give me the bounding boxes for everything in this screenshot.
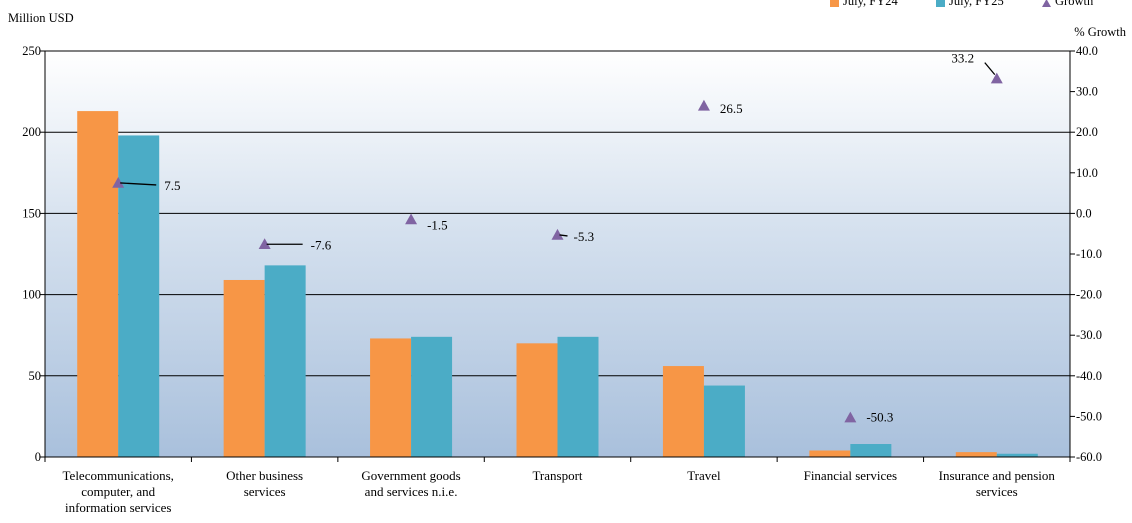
category-label: Financial services [804,468,898,483]
bar-fy25 [703,385,745,457]
axes [40,50,1075,462]
category-label: Insurance and pension services [939,468,1056,499]
bar-fy24 [370,338,412,457]
y-axis-title: Million USD [8,11,74,25]
growth-marker [990,72,1003,84]
bar-fy25 [996,453,1038,457]
y2-axis-title: % Growth [1074,25,1126,39]
category-label: Government goods and services n.i.e. [361,468,460,499]
growth-marker [258,238,271,250]
bar-fy24 [77,111,119,457]
legend-label: Growth [1055,0,1094,8]
legend-label: July, FY25 [949,0,1004,8]
bar-fy25 [264,265,306,457]
y-tick-label: 250 [22,44,41,58]
legend: July, FY24 July, FY25 Growth [830,0,1094,8]
legend-swatch [1042,0,1051,7]
category-label: Travel [687,468,721,483]
y-tick-label: 100 [22,288,41,302]
bar-fy24 [223,279,265,457]
growth-label: 7.5 [164,178,180,193]
y2-tick-label: 40.0 [1076,44,1098,58]
bar-fy24 [516,343,558,457]
label-leader [120,182,157,186]
growth-label: 33.2 [951,51,974,66]
y-tick-labels: 0 50 100 150 200 250 [22,44,41,464]
bar-fy25 [557,336,599,457]
growth-label: -7.6 [311,237,332,252]
category-label: Telecommunications, computer, and informat… [63,468,174,515]
growth-label: -50.3 [866,410,893,425]
growth-markers: 7.5 -7.6 -1.5 -5.3 26.5 -50.3 33.2 [112,51,1003,425]
bar-fy25 [850,444,892,457]
category-label: Other business services [226,468,303,499]
label-leader [984,62,996,76]
y2-tick-label: 20.0 [1076,125,1098,139]
label-leader [559,234,568,237]
legend-swatch [830,0,839,7]
y2-tick-label: -20.0 [1076,288,1102,302]
y2-tick-label: -30.0 [1076,328,1102,342]
bar-fy25 [118,135,160,457]
gridlines [45,50,1070,377]
y2-tick-labels: -60.0 -50.0 -40.0 -30.0 -20.0 -10.0 0.0 10.0 20.… [1076,44,1102,464]
y-tick-label: 150 [22,206,41,220]
growth-label: 26.5 [720,101,743,116]
y2-tick-label: 30.0 [1076,85,1098,99]
bar-fy24 [955,452,997,457]
legend-label: July, FY24 [843,0,899,8]
y-tick-label: 0 [35,450,41,464]
bar-fy24 [662,366,704,457]
y-tick-label: 200 [22,125,41,139]
bar-fy25 [411,336,453,457]
category-label: Transport [532,468,582,483]
legend-swatch [936,0,945,7]
growth-marker [697,99,710,111]
growth-marker [112,176,125,188]
y2-tick-label: 0.0 [1076,206,1092,220]
y2-tick-label: -10.0 [1076,247,1102,261]
bar-fy24 [809,450,851,457]
growth-marker [844,411,857,423]
y2-tick-label: 10.0 [1076,166,1098,180]
growth-marker [551,228,564,240]
bars [77,111,1038,457]
growth-marker [405,213,418,225]
y2-tick-label: -50.0 [1076,409,1102,423]
y-tick-label: 50 [29,369,42,383]
growth-label: -5.3 [574,229,595,244]
y2-tick-label: -60.0 [1076,450,1102,464]
y2-tick-label: -40.0 [1076,369,1102,383]
growth-label: -1.5 [427,217,448,232]
category-labels: Telecommunications, computer, and informat… [63,468,1056,515]
